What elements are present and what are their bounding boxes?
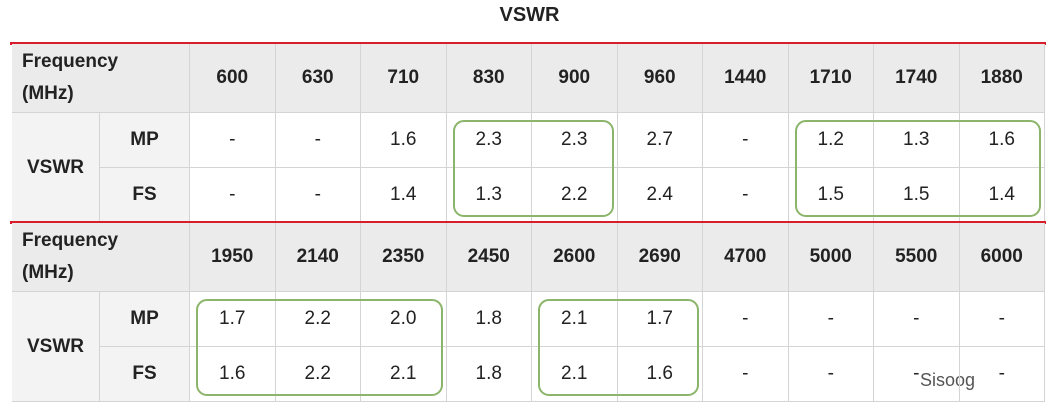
vswr-value: 2.3 [446, 113, 532, 168]
frequency: 900 [532, 44, 618, 113]
group-label: VSWR [12, 292, 100, 402]
vswr-value: - [275, 168, 361, 223]
vswr-value: 1.6 [959, 113, 1045, 168]
vswr-value: 1.7 [617, 292, 703, 347]
vswr-value: - [275, 113, 361, 168]
frequency: 630 [275, 44, 361, 113]
vswr-value: 1.4 [361, 168, 447, 223]
vswr-value: - [703, 113, 789, 168]
highlight-box [794, 120, 1041, 217]
row-label: MP [100, 292, 190, 347]
vswr-value: - [788, 347, 874, 402]
frequency: 1880 [959, 44, 1045, 113]
vswr-value: - [703, 347, 789, 402]
frequency: 960 [617, 44, 703, 113]
frequency: 5500 [874, 223, 960, 292]
vswr-value: - [874, 292, 960, 347]
header-label: Frequency (MHz) [22, 51, 119, 104]
vswr-value: 2.1 [532, 347, 618, 402]
frequency: 710 [361, 44, 447, 113]
header-label-cell: Frequency (MHz) [12, 44, 190, 113]
vswr-value: 1.3 [874, 113, 960, 168]
frequency: 4700 [703, 223, 789, 292]
frequency: 2450 [446, 223, 532, 292]
frequency: 2600 [532, 223, 618, 292]
vswr-value: - [190, 168, 276, 223]
vswr-value: - [788, 292, 874, 347]
highlight-box [452, 120, 614, 217]
frequency: 1440 [703, 44, 789, 113]
row-label: MP [100, 113, 190, 168]
frequency: 830 [446, 44, 532, 113]
vswr-value: 2.2 [275, 292, 361, 347]
header-label: Frequency (MHz) [22, 230, 119, 283]
row-label: FS [100, 168, 190, 223]
frequency: 1740 [874, 44, 960, 113]
frequency: 1950 [190, 223, 276, 292]
vswr-value: - [190, 113, 276, 168]
vswr-value: 1.6 [190, 347, 276, 402]
vswr-value: - [959, 292, 1045, 347]
highlight-box [538, 299, 699, 396]
header-label-cell: Frequency (MHz) [12, 223, 190, 292]
frequency: 5000 [788, 223, 874, 292]
watermark: Sisoog [920, 370, 976, 390]
vswr-value: 2.1 [532, 292, 618, 347]
vswr-value: - [703, 168, 789, 223]
frequency: 6000 [959, 223, 1045, 292]
vswr-value: 2.0 [361, 292, 447, 347]
vswr-value: - [874, 347, 960, 402]
frequency: 2350 [361, 223, 447, 292]
frequency: 2690 [617, 223, 703, 292]
row-label: FS [100, 347, 190, 402]
group-label: VSWR [12, 113, 100, 223]
title: VSWR [499, 4, 560, 26]
vswr-value: - [959, 347, 1045, 402]
vswr-value: 1.8 [446, 292, 532, 347]
vswr-value: 1.2 [788, 113, 874, 168]
vswr-value: 1.6 [361, 113, 447, 168]
highlight-box [196, 299, 443, 396]
vswr-value: 2.2 [275, 347, 361, 402]
vswr-value: 2.4 [617, 168, 703, 223]
vswr-value: 2.7 [617, 113, 703, 168]
separator [10, 42, 1046, 45]
frequency: 600 [190, 44, 276, 113]
vswr-value: 1.6 [617, 347, 703, 402]
frequency: 1710 [788, 44, 874, 113]
vswr-value: 2.3 [532, 113, 618, 168]
vswr-value: 2.1 [361, 347, 447, 402]
separator [10, 221, 1046, 224]
vswr-value: 1.7 [190, 292, 276, 347]
frequency: 2140 [275, 223, 361, 292]
vswr-value: 1.8 [446, 347, 532, 402]
vswr-value: - [703, 292, 789, 347]
